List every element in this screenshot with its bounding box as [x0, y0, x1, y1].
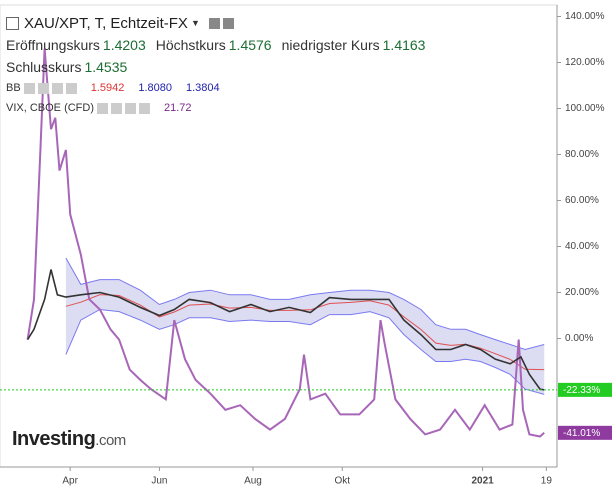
x-tick-label: Apr: [62, 476, 78, 487]
last-value-label: -41.01%: [563, 428, 600, 439]
ohlc-row: Schlusskurs 1.4535: [6, 56, 435, 78]
ohlc-item: Höchstkurs 1.4576: [156, 37, 272, 53]
logo: Investing.com: [12, 428, 126, 451]
indicator-icon[interactable]: [65, 82, 77, 94]
ohlc-label: Schlusskurs: [6, 59, 82, 75]
x-tick-label: 19: [541, 476, 553, 487]
ohlc-value: 1.4203: [102, 37, 146, 53]
ohlc-row: Eröffnungskurs 1.4203 Höchstkurs 1.4576 nied…: [6, 34, 435, 56]
eye-icon[interactable]: [208, 17, 220, 29]
ohlc-item: niedrigster Kurs 1.4163: [282, 37, 426, 53]
legend-header: XAU/XPT, T, Echtzeit-FX ▼ Eröffnungskurs…: [6, 12, 435, 118]
indicator-row: VIX, CBOE (CFD) 21.72: [6, 98, 435, 118]
indicator-value: 1.8080: [138, 82, 172, 94]
ohlc-label: Eröffnungskurs: [6, 37, 100, 53]
x-tick-label: Okt: [334, 476, 350, 487]
indicator-icon[interactable]: [97, 102, 109, 114]
indicator-icon[interactable]: [111, 102, 123, 114]
last-value-badge: [558, 382, 612, 397]
indicator-value: 1.3804: [186, 82, 220, 94]
indicator-value: 1.5942: [90, 82, 125, 94]
ohlc-value: 1.4163: [382, 37, 426, 53]
indicator-icon[interactable]: [139, 102, 151, 114]
chart-title: XAU/XPT, T, Echtzeit-FX: [24, 14, 188, 32]
bb-fill: [65, 258, 545, 395]
indicator-name: VIX, CBOE (CFD): [6, 102, 95, 114]
logo-main: Investing: [12, 428, 96, 450]
dropdown-icon[interactable]: ▼: [190, 18, 200, 28]
ohlc-value: 1.4535: [84, 59, 128, 75]
last-value-label: -22.33%: [563, 385, 600, 396]
indicator-icon[interactable]: [37, 82, 49, 94]
indicator-icon[interactable]: [23, 82, 35, 94]
y-tick-label: 20.00%: [565, 287, 599, 298]
y-tick-label: 120.00%: [565, 57, 605, 68]
title-row: XAU/XPT, T, Echtzeit-FX ▼: [6, 12, 435, 34]
y-tick-label: 140.00%: [565, 11, 605, 22]
vix-line: [26, 48, 545, 438]
settings-icon[interactable]: [222, 17, 234, 29]
indicator-name: BB: [6, 82, 21, 94]
y-tick-label: 80.00%: [565, 149, 599, 160]
ohlc-label: niedrigster Kurs: [281, 37, 380, 53]
x-tick-label: 2021: [471, 476, 494, 487]
bb-line: [65, 257, 545, 351]
indicator-icon[interactable]: [51, 82, 63, 94]
last-value-badge: [558, 425, 612, 440]
y-tick-label: 0.00%: [565, 333, 593, 344]
collapse-icon[interactable]: [6, 16, 19, 30]
y-tick-label: 40.00%: [565, 241, 599, 252]
ohlc-label: Höchstkurs: [155, 37, 226, 53]
indicator-icon[interactable]: [125, 102, 137, 114]
indicator-value: 21.72: [164, 102, 192, 114]
ohlc-value: 1.4576: [228, 37, 272, 53]
plot: [0, 48, 557, 438]
x-tick-label: Jun: [151, 476, 167, 487]
ohlc-item: Schlusskurs 1.4535: [6, 59, 127, 75]
y-tick-label: 100.00%: [565, 103, 605, 114]
ohlc-item: Eröffnungskurs 1.4203: [6, 37, 146, 53]
y-tick-label: 60.00%: [565, 195, 599, 206]
logo-suffix: .com: [95, 432, 126, 449]
price-line: [26, 269, 545, 391]
indicator-row: BB 1.5942 1.8080 1.3804: [6, 78, 435, 98]
bb-line: [65, 308, 545, 395]
x-tick-label: Aug: [244, 476, 262, 487]
